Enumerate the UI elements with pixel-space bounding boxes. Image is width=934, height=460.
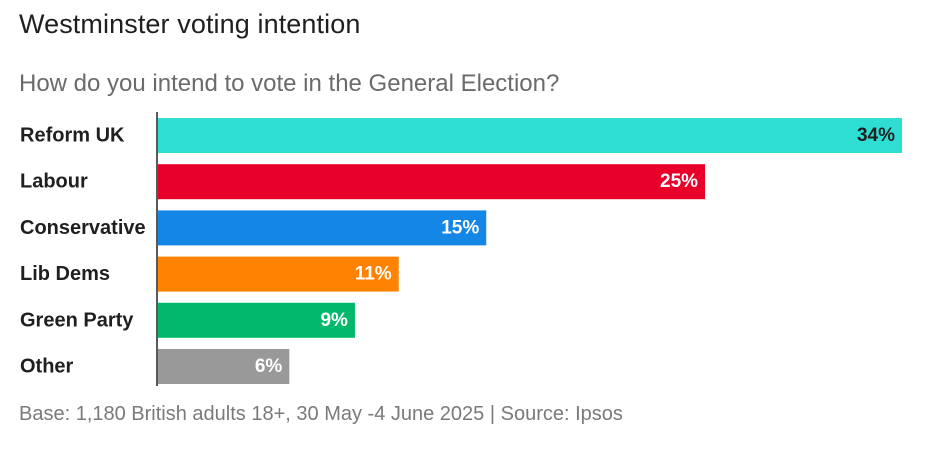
chart-title: Westminster voting intention [19,9,361,39]
category-label: Reform UK [20,125,125,147]
bar [158,118,902,153]
bar [158,349,290,384]
value-label: 6% [255,356,283,377]
bar [158,302,355,338]
value-label: 34% [857,125,895,146]
bar [158,164,706,200]
category-label: Labour [20,171,88,193]
bar [158,256,399,292]
bar-chart: Reform UK 34% Labour 25% Conservative 15% Lib … [0,112,934,392]
category-label: Green Party [20,309,134,331]
category-label: Conservative [20,217,146,239]
category-label: Lib Dems [20,263,110,285]
value-label: 15% [441,217,479,238]
bar [158,210,487,246]
chart-subtitle: How do you intend to vote in the General… [19,70,560,97]
category-label: Other [20,356,74,378]
value-label: 9% [320,310,348,331]
bar-chart-svg: Reform UK 34% Labour 25% Conservative 15% Lib … [20,112,902,386]
value-label: 11% [355,264,392,285]
value-label: 25% [660,171,698,192]
chart-footer: Base: 1,180 British adults 18+, 30 May -… [19,403,623,425]
